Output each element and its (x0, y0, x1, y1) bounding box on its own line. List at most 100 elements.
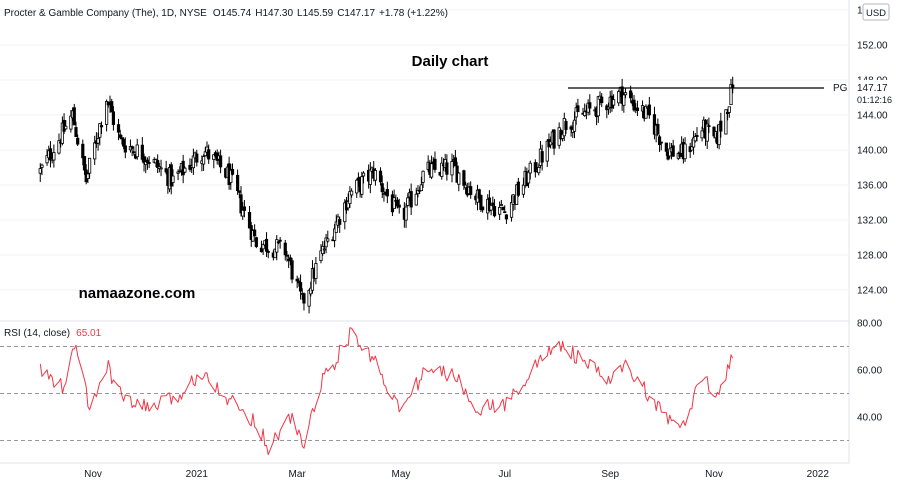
candle-body (421, 170, 425, 183)
candle-body (707, 125, 711, 127)
candle-body (319, 250, 323, 261)
candle-body (201, 156, 206, 165)
candle (700, 126, 704, 142)
rsi-scale[interactable]: 80.00 60.00 40.00 (857, 319, 882, 424)
candle-body (731, 84, 735, 88)
candle (368, 162, 372, 194)
candle (48, 141, 53, 168)
candle-body (504, 214, 509, 220)
candle (332, 223, 337, 248)
last-price-box (851, 80, 900, 106)
candle-body (191, 155, 195, 169)
candle-body (361, 172, 366, 177)
candle-body (237, 190, 241, 193)
candle-body (727, 106, 731, 113)
candle-body (338, 219, 342, 225)
candle-body (239, 194, 243, 214)
time-tick-label: 2022 (807, 469, 830, 480)
candle (421, 170, 425, 189)
candle-body (668, 148, 672, 157)
candle-body (178, 170, 182, 173)
candle (612, 94, 616, 109)
candle (683, 137, 687, 162)
candle-body (729, 83, 733, 106)
price-grid (0, 9, 849, 291)
candle-body (409, 191, 413, 208)
candle-body (659, 141, 663, 144)
candle-body (440, 162, 444, 177)
candle (545, 139, 549, 167)
currency-badge[interactable]: USD (862, 3, 890, 21)
candle (81, 139, 85, 166)
candle-body (290, 260, 294, 280)
candle-body (596, 96, 600, 117)
price-scale[interactable]: 156.00152.00148.00144.00140.00136.00132.… (857, 6, 888, 297)
time-axis[interactable]: Nov 2021 Mar May Jul Sep Nov 2022 (84, 469, 829, 480)
candle-body (572, 119, 577, 132)
candle (140, 137, 144, 163)
candle (302, 292, 306, 311)
candle (477, 188, 481, 203)
candle-body (583, 111, 587, 116)
candle-body (183, 167, 187, 173)
candle-body (309, 287, 313, 295)
candle-body (60, 122, 64, 144)
currency-badge-box (862, 3, 890, 21)
candle (237, 190, 241, 199)
candle-body (545, 140, 549, 162)
candle (116, 118, 121, 141)
change-value: +1.78 (+1.22%) (379, 8, 448, 19)
rsi-legend[interactable]: RSI (14, close) 65.01 (4, 328, 102, 339)
candle-body (334, 221, 338, 233)
candle (241, 202, 245, 220)
candle-body (64, 125, 68, 130)
candle (395, 197, 400, 209)
candle-body (266, 251, 270, 253)
candle-body (378, 170, 383, 183)
candle (98, 122, 102, 146)
candle (731, 76, 735, 94)
candle (361, 171, 366, 184)
candle-body (560, 133, 565, 139)
open-value: O145.74 (213, 8, 252, 19)
candle (212, 154, 216, 169)
candle-body (142, 156, 146, 164)
rsi-tick-label: 40.00 (857, 413, 882, 424)
candle-body (521, 184, 526, 195)
price-tick-label: 124.00 (857, 286, 888, 297)
candle (188, 158, 192, 172)
candle (145, 157, 150, 170)
candle (705, 119, 709, 150)
candle (203, 146, 207, 157)
candle-body (302, 293, 306, 304)
candle (596, 96, 600, 123)
candle (659, 141, 663, 151)
candle (334, 214, 338, 233)
candle (462, 169, 466, 190)
candle-body (93, 142, 97, 160)
candle (60, 116, 64, 146)
candle (230, 163, 235, 176)
candle (552, 128, 556, 155)
candle (118, 129, 122, 140)
candle-body (479, 194, 483, 210)
candle (266, 249, 270, 259)
candle-body (74, 127, 78, 138)
candle-body (219, 155, 223, 168)
candle-body (310, 268, 315, 291)
candle (130, 145, 134, 157)
candle-body (717, 123, 721, 146)
candle-body (419, 184, 423, 192)
symbol-legend[interactable]: Procter & Gamble Company (The), 1D, NYSE… (4, 8, 448, 19)
candle-body (406, 197, 410, 206)
candle (632, 95, 636, 112)
candle (414, 187, 418, 206)
candle-body (600, 96, 604, 104)
candle-body (38, 168, 42, 174)
candle (229, 164, 233, 190)
candle (397, 198, 401, 214)
candle (457, 172, 461, 192)
candle-body (230, 168, 235, 175)
candle-body (726, 112, 730, 115)
